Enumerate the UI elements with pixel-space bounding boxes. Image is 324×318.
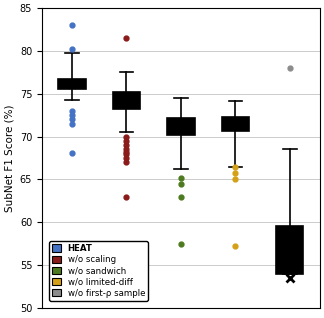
PathPatch shape [58,79,86,89]
Legend: HEAT, w/o scaling, w/o sandwich, w/o limited-diff, w/o first-ρ sample: HEAT, w/o scaling, w/o sandwich, w/o lim… [49,241,148,301]
PathPatch shape [222,117,249,131]
PathPatch shape [276,226,304,273]
PathPatch shape [113,92,140,109]
PathPatch shape [167,118,194,135]
Y-axis label: SubNet F1 Score (%): SubNet F1 Score (%) [4,104,14,212]
